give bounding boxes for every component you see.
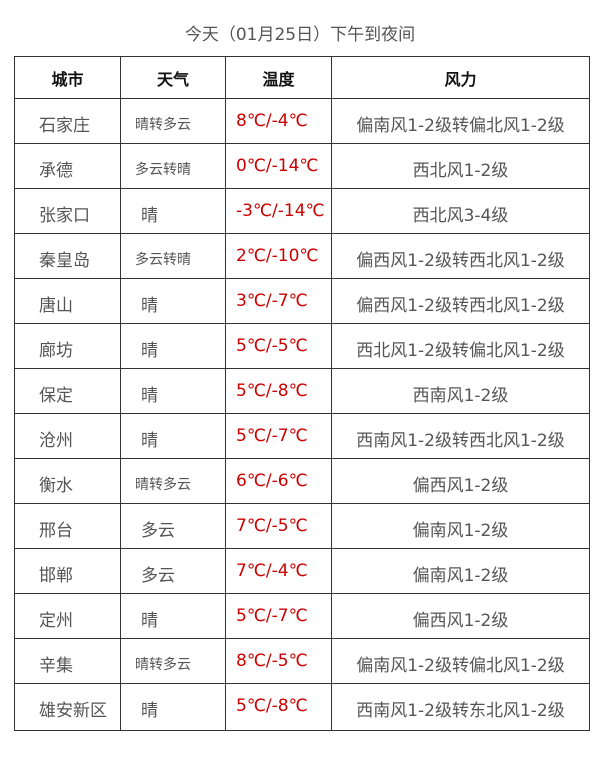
table-row: 承德 多云转晴 0℃/-14℃ 西北风1-2级 [14, 143, 590, 189]
wind-cell: 西北风3-4级 [331, 188, 590, 234]
weather-cell: 多云 [120, 548, 226, 594]
table-row: 廊坊晴 5℃/-5℃ 西北风1-2级转偏北风1-2级 [14, 323, 590, 369]
city-cell: 辛集 [14, 638, 121, 684]
wind-cell: 偏西风1-2级 [331, 458, 590, 504]
table-row: 定州晴 5℃/-7℃ 偏西风1-2级 [14, 593, 590, 639]
weather-cell: 多云 [120, 503, 226, 549]
page-title: 今天（01月25日）下午到夜间 [184, 25, 416, 45]
wind-cell: 偏南风1-2级转偏北风1-2级 [331, 638, 590, 684]
table-row: 衡水 晴转多云 6℃/-6℃ 偏西风1-2级 [14, 458, 590, 504]
city-cell: 衡水 [14, 458, 121, 504]
weather-cell: 晴 [120, 593, 226, 639]
header-temperature: 温度 [225, 56, 332, 99]
header-weather: 天气 [120, 56, 226, 99]
temperature-cell: -3℃/-14℃ [225, 188, 332, 234]
table-row: 保定晴 5℃/-8℃ 西南风1-2级 [14, 368, 590, 414]
wind-cell: 西北风1-2级 [331, 143, 590, 189]
weather-cell: 晴转多云 [120, 638, 226, 684]
weather-cell: 多云转晴 [120, 233, 226, 279]
table-row: 唐山晴 3℃/-7℃ 偏西风1-2级转西北风1-2级 [14, 278, 590, 324]
table-header-row: 城市 天气 温度 风力 [14, 56, 590, 99]
table-row: 沧州晴 5℃/-7℃ 西南风1-2级转西北风1-2级 [14, 413, 590, 459]
temperature-cell: 5℃/-5℃ [225, 323, 332, 369]
weather-cell: 晴 [120, 278, 226, 324]
wind-cell: 偏西风1-2级转西北风1-2级 [331, 278, 590, 324]
weather-cell: 晴 [120, 323, 226, 369]
wind-cell: 偏南风1-2级转偏北风1-2级 [331, 98, 590, 144]
table-row: 辛集 晴转多云 8℃/-5℃ 偏南风1-2级转偏北风1-2级 [14, 638, 590, 684]
temperature-cell: 8℃/-4℃ [225, 98, 332, 144]
temperature-cell: 2℃/-10℃ [225, 233, 332, 279]
wind-cell: 偏西风1-2级转西北风1-2级 [331, 233, 590, 279]
wind-cell: 偏南风1-2级 [331, 503, 590, 549]
city-cell: 张家口 [14, 188, 121, 234]
weather-cell: 多云转晴 [120, 143, 226, 189]
city-cell: 保定 [14, 368, 121, 414]
weather-cell: 晴 [120, 188, 226, 234]
weather-cell: 晴转多云 [120, 98, 226, 144]
wind-cell: 西南风1-2级转西北风1-2级 [331, 413, 590, 459]
table-row: 邢台 多云 7℃/-5℃ 偏南风1-2级 [14, 503, 590, 549]
table-row: 秦皇岛 多云转晴 2℃/-10℃ 偏西风1-2级转西北风1-2级 [14, 233, 590, 279]
header-wind: 风力 [331, 56, 590, 99]
weather-cell: 晴 [120, 683, 226, 731]
wind-cell: 西南风1-2级转东北风1-2级 [331, 683, 590, 731]
city-cell: 秦皇岛 [14, 233, 121, 279]
weather-table: 城市 天气 温度 风力 石家庄 晴转多云 8℃/-4℃ 偏南风1-2级转偏北风1-2级… [14, 56, 590, 731]
temperature-cell: 7℃/-4℃ [225, 548, 332, 594]
temperature-cell: 5℃/-8℃ [225, 368, 332, 414]
city-cell: 廊坊 [14, 323, 121, 369]
city-cell: 邯郸 [14, 548, 121, 594]
city-cell: 邢台 [14, 503, 121, 549]
temperature-cell: 6℃/-6℃ [225, 458, 332, 504]
city-cell: 雄安新区 [14, 683, 121, 731]
wind-cell: 偏西风1-2级 [331, 593, 590, 639]
table-row: 张家口晴 -3℃/-14℃ 西北风3-4级 [14, 188, 590, 234]
table-row: 雄安新区晴 5℃/-8℃ 西南风1-2级转东北风1-2级 [14, 683, 590, 731]
temperature-cell: 8℃/-5℃ [225, 638, 332, 684]
wind-cell: 偏南风1-2级 [331, 548, 590, 594]
table-row: 邯郸 多云 7℃/-4℃ 偏南风1-2级 [14, 548, 590, 594]
header-city: 城市 [14, 56, 121, 99]
city-cell: 沧州 [14, 413, 121, 459]
weather-cell: 晴 [120, 413, 226, 459]
city-cell: 石家庄 [14, 98, 121, 144]
wind-cell: 西南风1-2级 [331, 368, 590, 414]
temperature-cell: 5℃/-7℃ [225, 413, 332, 459]
temperature-cell: 3℃/-7℃ [225, 278, 332, 324]
table-row: 石家庄 晴转多云 8℃/-4℃ 偏南风1-2级转偏北风1-2级 [14, 98, 590, 144]
city-cell: 定州 [14, 593, 121, 639]
weather-cell: 晴转多云 [120, 458, 226, 504]
wind-cell: 西北风1-2级转偏北风1-2级 [331, 323, 590, 369]
city-cell: 承德 [14, 143, 121, 189]
weather-cell: 晴 [120, 368, 226, 414]
temperature-cell: 7℃/-5℃ [225, 503, 332, 549]
temperature-cell: 5℃/-7℃ [225, 593, 332, 639]
temperature-cell: 0℃/-14℃ [225, 143, 332, 189]
temperature-cell: 5℃/-8℃ [225, 683, 332, 731]
city-cell: 唐山 [14, 278, 121, 324]
